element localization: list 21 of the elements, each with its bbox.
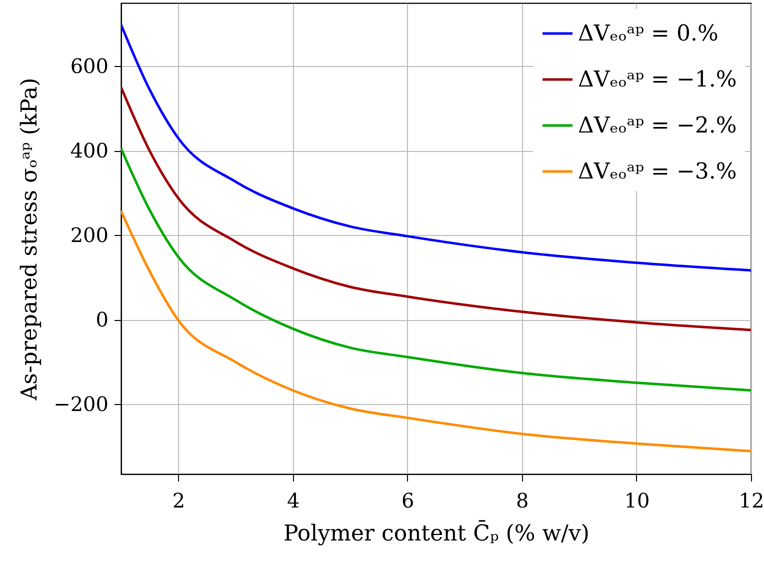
legend-label: ΔVₑₒᵃᵖ = −2.% <box>578 114 737 138</box>
x-axis-title: Polymer content C̄ₚ (% w/v) <box>284 519 590 546</box>
line-series <box>121 23 751 272</box>
y-tick-label: 0 <box>96 307 108 332</box>
legend-label: ΔVₑₒᵃᵖ = −1.% <box>578 68 737 92</box>
y-tick-label: 200 <box>70 222 108 247</box>
x-tick-label: 12 <box>738 488 764 512</box>
y-axis-title: As-prepared stress σₒᵃᵖ (kPa) <box>18 78 43 402</box>
x-tick-label: 6 <box>401 488 414 512</box>
legend-label: ΔVₑₒᵃᵖ = −3.% <box>578 160 737 184</box>
x-tick-label: 2 <box>172 488 186 512</box>
x-tick-label: 10 <box>624 488 650 512</box>
x-tick-label: 4 <box>286 488 300 512</box>
y-tick-label: −200 <box>54 392 108 416</box>
y-tick-label: 600 <box>70 54 108 78</box>
line-series <box>121 147 751 392</box>
y-tick-label: 400 <box>70 138 108 162</box>
line-series <box>121 86 751 332</box>
x-tick-label: 8 <box>516 488 529 512</box>
line-series <box>121 210 751 452</box>
legend-label: ΔVₑₒᵃᵖ = 0.% <box>578 22 718 46</box>
